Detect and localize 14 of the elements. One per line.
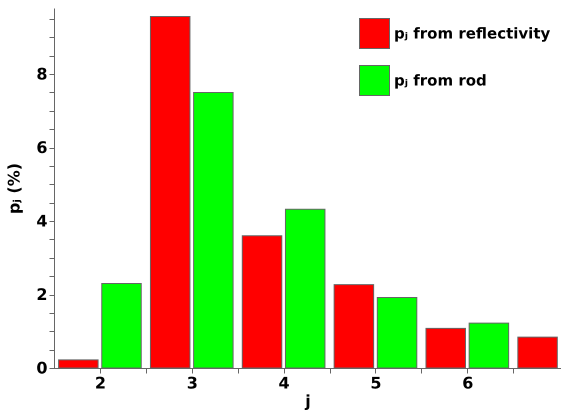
y-axis-title: pⱼ (%) [4,162,24,214]
x-tick-label: 5 [370,374,382,392]
y-tick-label: 8 [36,64,48,84]
x-tick-label: 4 [278,374,290,392]
x-tick-label: 3 [186,374,198,392]
y-tick-label: 6 [36,138,48,158]
y-tick-label: 4 [36,212,48,231]
x-tick-label: 6 [462,374,474,392]
legend-label: pⱼ from rod [394,72,487,90]
x-axis-title: j [304,392,311,410]
x-tick-label: 2 [94,374,106,392]
legend-label: pⱼ from reflectivity [394,24,550,42]
y-tick-label: 2 [36,285,48,304]
y-tick-label: 0 [36,358,48,378]
